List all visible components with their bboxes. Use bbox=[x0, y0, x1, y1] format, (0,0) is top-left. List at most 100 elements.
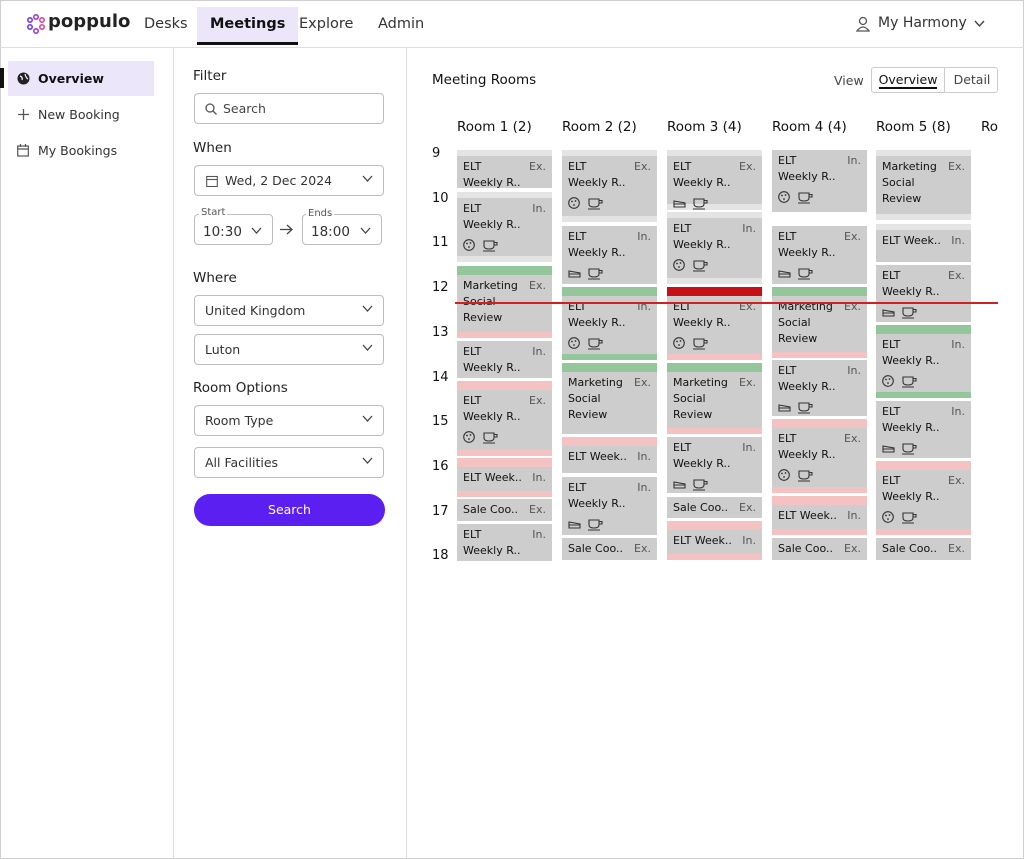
booking-card[interactable]: ELT Weekly R.. In. bbox=[876, 325, 971, 398]
sidebar-item[interactable]: Overview bbox=[8, 61, 154, 96]
end-select[interactable]: 18:00 bbox=[302, 214, 382, 245]
country-value: United Kingdom bbox=[205, 303, 306, 318]
room-type-select[interactable]: Room Type bbox=[194, 405, 384, 436]
booking-card[interactable]: ELT Weekly R.. In. bbox=[876, 401, 971, 458]
country-select[interactable]: United Kingdom bbox=[194, 295, 384, 326]
booking-card[interactable]: ELT Weekly R.. In. bbox=[562, 287, 657, 360]
nav-tab[interactable]: Explore bbox=[299, 16, 354, 32]
booking-card[interactable]: ELT Weekly R.. In. bbox=[457, 341, 552, 378]
sidebar-item[interactable]: New Booking bbox=[38, 107, 120, 122]
booking-card[interactable]: ELT Weekly R.. Ex. bbox=[457, 150, 552, 188]
booking-tag: In. bbox=[742, 534, 756, 547]
icon-row bbox=[778, 189, 818, 208]
booking-card[interactable]: ELT Week.. In. bbox=[562, 437, 657, 473]
booking-title: ELT Week.. bbox=[463, 471, 522, 484]
booking-card[interactable]: ELT Weekly R.. In. bbox=[772, 360, 867, 416]
booking-tag: In. bbox=[847, 364, 861, 377]
booking-card[interactable]: ELT Weekly R.. In. bbox=[457, 524, 552, 561]
status-bar bbox=[772, 496, 867, 505]
view-option[interactable]: Detail bbox=[953, 72, 991, 87]
status-bar bbox=[667, 287, 762, 296]
status-bar bbox=[667, 554, 762, 560]
booking-card[interactable]: ELT Weekly R.. In. bbox=[772, 150, 867, 212]
date-select[interactable]: Wed, 2 Dec 2024 bbox=[194, 165, 384, 196]
view-option-active[interactable]: Overview bbox=[872, 68, 945, 92]
status-bar bbox=[772, 487, 867, 493]
booking-title: Weekly R.. bbox=[778, 380, 836, 393]
user-name[interactable]: My Harmony bbox=[878, 15, 967, 31]
facility-icons bbox=[778, 469, 813, 482]
booking-card[interactable]: ELT Weekly R.. Ex. bbox=[562, 150, 657, 222]
booking-card[interactable]: ELT Weekly R.. Ex. bbox=[772, 419, 867, 493]
booking-card[interactable]: ELT Weekly R.. Ex. bbox=[457, 381, 552, 456]
facilities-select[interactable]: All Facilities bbox=[194, 447, 384, 478]
search-button[interactable]: Search bbox=[194, 494, 385, 526]
booking-card[interactable]: ELT Week.. In. bbox=[457, 458, 552, 497]
booking-tag: Ex. bbox=[844, 432, 861, 445]
hour-label: 13 bbox=[432, 324, 449, 340]
city-select[interactable]: Luton bbox=[194, 334, 384, 365]
nav-tab[interactable]: Admin bbox=[378, 16, 425, 32]
status-bar bbox=[457, 192, 552, 198]
room-name: Room 1 (2) bbox=[457, 119, 532, 135]
booking-tag: Ex. bbox=[739, 376, 756, 389]
booking-card[interactable]: ELT Weekly R.. Ex. bbox=[876, 461, 971, 535]
chevron bbox=[251, 227, 262, 234]
booking-card[interactable]: ELT Weekly R.. In. bbox=[457, 192, 552, 262]
icon-row bbox=[882, 440, 922, 458]
booking-card[interactable]: ELT Week.. In. bbox=[772, 496, 867, 535]
facility-icons bbox=[882, 375, 917, 388]
booking-card[interactable]: ELT Weekly R.. In. bbox=[667, 212, 762, 284]
facility-icons bbox=[673, 198, 708, 210]
booking-title: Marketing bbox=[882, 160, 937, 173]
booking-card[interactable]: Sale Coo.. Ex. bbox=[562, 538, 657, 560]
icon-row bbox=[568, 335, 608, 354]
status-bar bbox=[772, 529, 867, 535]
booking-card[interactable]: Sale Coo.. Ex. bbox=[667, 497, 762, 518]
booking-card[interactable]: ELT Weekly R.. Ex. bbox=[667, 150, 762, 210]
booking-title: ELT bbox=[673, 222, 692, 235]
booking-title: ELT bbox=[882, 474, 901, 487]
nav-tab-active[interactable]: Meetings bbox=[197, 7, 299, 45]
plus-icon bbox=[18, 109, 29, 120]
booking-tag: Ex. bbox=[844, 542, 861, 555]
booking-card[interactable]: ELT Weekly R.. Ex. bbox=[876, 265, 971, 322]
booking-card[interactable]: ELT Weekly R.. Ex. bbox=[667, 287, 762, 360]
current-time-line bbox=[455, 302, 998, 304]
search-input[interactable]: Search bbox=[194, 93, 384, 124]
booking-card[interactable]: ELT Weekly R.. In. bbox=[562, 477, 657, 535]
nav-tab[interactable]: Desks bbox=[144, 16, 188, 32]
booking-title: Weekly R.. bbox=[463, 544, 521, 557]
hour-label: 18 bbox=[432, 548, 449, 564]
facility-icons bbox=[778, 191, 813, 204]
booking-card[interactable]: ELT Week.. In. bbox=[876, 224, 971, 262]
booking-card[interactable]: ELT Weekly R.. In. bbox=[562, 226, 657, 284]
sidebar-item[interactable]: My Bookings bbox=[38, 143, 118, 158]
status-bar bbox=[457, 381, 552, 390]
booking-title: ELT bbox=[463, 160, 482, 173]
booking-title: ELT bbox=[778, 230, 797, 243]
booking-card[interactable]: Sale Coo.. Ex. bbox=[772, 538, 867, 560]
icon-row bbox=[882, 373, 922, 392]
start-select[interactable]: 10:30 bbox=[194, 214, 273, 245]
booking-tag: In. bbox=[742, 222, 756, 235]
booking-title: Weekly R.. bbox=[882, 285, 940, 298]
section-label: Filter bbox=[193, 68, 227, 84]
booking-card[interactable]: Sale Coo.. Ex. bbox=[457, 499, 552, 521]
booking-card[interactable]: ELT Weekly R.. Ex. bbox=[772, 226, 867, 284]
field-label: Ends bbox=[306, 208, 335, 219]
facility-icons bbox=[568, 337, 603, 350]
city-value: Luton bbox=[205, 342, 241, 357]
booking-card[interactable]: ELT Weekly R.. In. bbox=[667, 437, 762, 493]
status-bar bbox=[667, 150, 762, 156]
booking-card[interactable]: Sale Coo.. Ex. bbox=[876, 538, 971, 560]
status-bar bbox=[667, 363, 762, 372]
status-bar bbox=[667, 278, 762, 284]
booking-card[interactable]: ELT Week.. In. bbox=[667, 521, 762, 560]
room-grid: Room 1 (2) ELT Weekly R.. Ex. ELT Weekly R.. I… bbox=[407, 48, 998, 859]
status-bar bbox=[667, 212, 762, 218]
